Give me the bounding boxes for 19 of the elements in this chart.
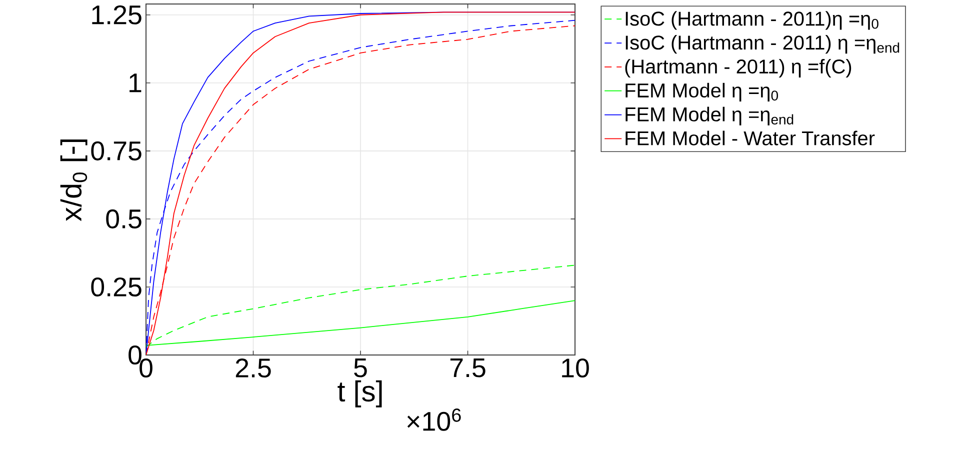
x-tick-label: 10 <box>562 358 589 378</box>
legend-label: FEM Model η =η$_{0}$ <box>626 82 778 102</box>
legend-label: IsoC (Hartmann - 2011)η =η$_{0}$ <box>626 11 878 30</box>
text: ×10$^{6}$ <box>407 408 461 431</box>
y-tick-label: 1 <box>130 74 142 92</box>
x-tick-label: 7.5 <box>450 358 486 378</box>
y-tick-label: 1.25 <box>92 5 142 24</box>
legend-label: FEM Model - Water Transfer <box>626 130 875 146</box>
x-tick-label: 2.5 <box>236 358 271 378</box>
y-tick-label: 0.5 <box>106 209 142 228</box>
y-tick-label: 0.75 <box>91 141 142 160</box>
legend-label: IsoC (Hartmann - 2011) η =η$_{end}$ <box>626 35 900 54</box>
x-tick-label: 5 <box>354 358 367 378</box>
x-axis-title: t [s] <box>338 380 382 408</box>
y-tick-label: 0.25 <box>91 277 142 296</box>
y-axis-title: x/d$_{0}$ [-] <box>60 140 88 222</box>
legend-label: (Hartmann - 2011) η =f(C) <box>625 58 852 78</box>
legend-label: FEM Model η =η$_{end}$ <box>626 106 794 126</box>
y-tick-label: 0 <box>128 345 142 365</box>
